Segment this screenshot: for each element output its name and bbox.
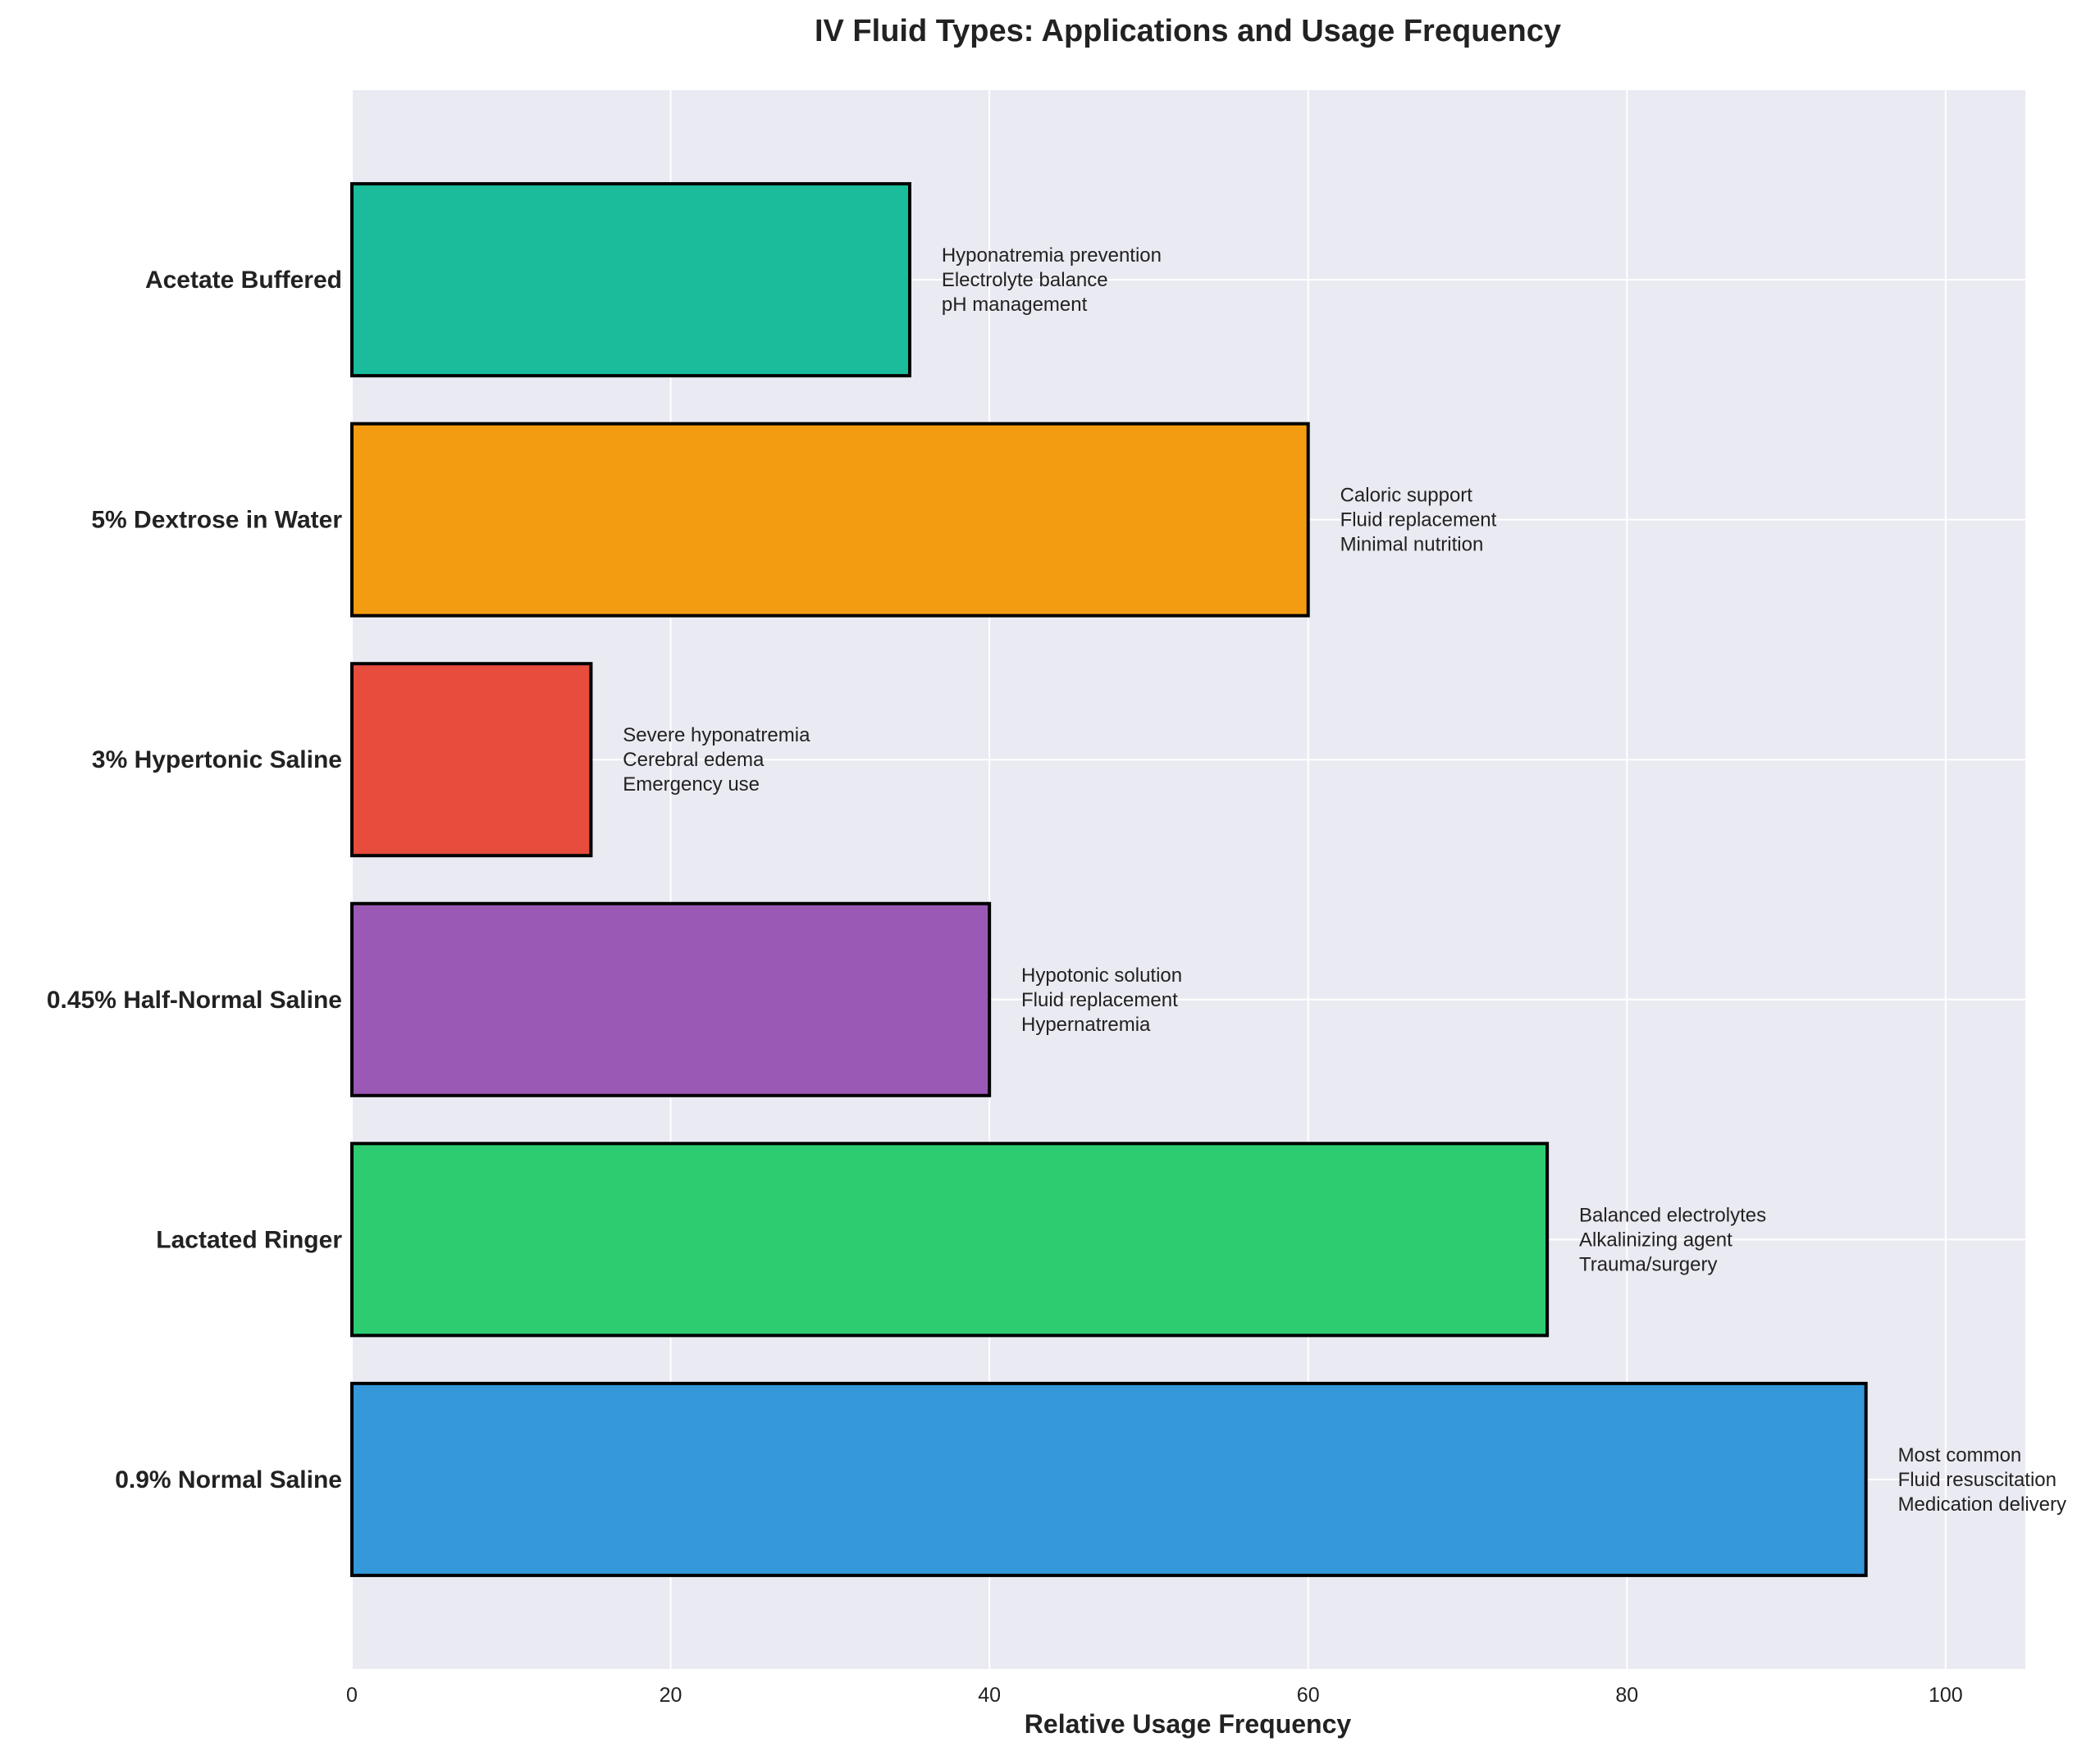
- x-tick-label: 80: [1615, 1684, 1638, 1707]
- x-tick-label: 60: [1297, 1684, 1320, 1707]
- x-tick-label: 0: [346, 1684, 358, 1707]
- bar: [350, 1381, 1868, 1577]
- label-layer: 0 20 40 60 80 100 0.9% Normal Saline Most commo…: [47, 244, 2066, 1707]
- bar: [350, 901, 992, 1097]
- bar: [350, 182, 911, 378]
- annotation-line: pH management: [942, 294, 1088, 316]
- annotation-line: Trauma/surgery: [1579, 1253, 1718, 1275]
- annotation-line: Severe hyponatremia: [623, 724, 810, 746]
- annotation-line: Fluid replacement: [1340, 509, 1497, 531]
- annotation-line: Medication delivery: [1898, 1493, 2066, 1516]
- x-tick-label: 40: [978, 1684, 1001, 1707]
- bar-annotation: Hypotonic solution Fluid replacement Hyper…: [1021, 964, 1182, 1036]
- annotation-line: Most common: [1898, 1444, 2022, 1466]
- bar: [350, 422, 1310, 618]
- annotation-line: Hypotonic solution: [1021, 964, 1182, 987]
- annotation-line: Alkalinizing agent: [1579, 1229, 1732, 1251]
- category-label: 3% Hypertonic Saline: [92, 746, 342, 773]
- annotation-line: Electrolyte balance: [942, 269, 1108, 291]
- bar-annotation: Hyponatremia prevention Electrolyte balan…: [942, 244, 1162, 316]
- annotation-line: Hypernatremia: [1021, 1014, 1151, 1036]
- x-tick-label: 20: [660, 1684, 682, 1707]
- annotation-line: Cerebral edema: [623, 749, 765, 771]
- bar: [350, 662, 593, 858]
- bar-annotation: Caloric support Fluid replacement Minimal …: [1340, 485, 1497, 556]
- annotation-line: Caloric support: [1340, 485, 1473, 507]
- annotation-line: Emergency use: [623, 773, 760, 796]
- category-label: Acetate Buffered: [145, 267, 342, 294]
- category-label: 5% Dextrose in Water: [91, 507, 342, 534]
- category-label: Lactated Ringer: [156, 1226, 342, 1253]
- bar-annotation: Severe hyponatremia Cerebral edema Emergen…: [623, 724, 810, 796]
- bar: [350, 1142, 1550, 1338]
- annotation-line: Fluid resuscitation: [1898, 1469, 2057, 1491]
- x-axis-label: Relative Usage Frequency: [1025, 1709, 1352, 1739]
- bar-layer: [350, 182, 1868, 1577]
- chart-title: IV Fluid Types: Applications and Usage F…: [815, 14, 1561, 48]
- bar-annotation: Balanced electrolytes Alkalinizing agent T…: [1579, 1204, 1766, 1275]
- x-tick-label: 100: [1929, 1684, 1963, 1707]
- category-label: 0.45% Half-Normal Saline: [47, 987, 342, 1014]
- annotation-line: Minimal nutrition: [1340, 534, 1484, 556]
- annotation-line: Balanced electrolytes: [1579, 1204, 1766, 1226]
- annotation-line: Fluid replacement: [1021, 989, 1178, 1011]
- bar-annotation: Most common Fluid resuscitation Medication…: [1898, 1444, 2066, 1516]
- annotation-line: Hyponatremia prevention: [942, 244, 1162, 267]
- category-label: 0.9% Normal Saline: [115, 1466, 342, 1493]
